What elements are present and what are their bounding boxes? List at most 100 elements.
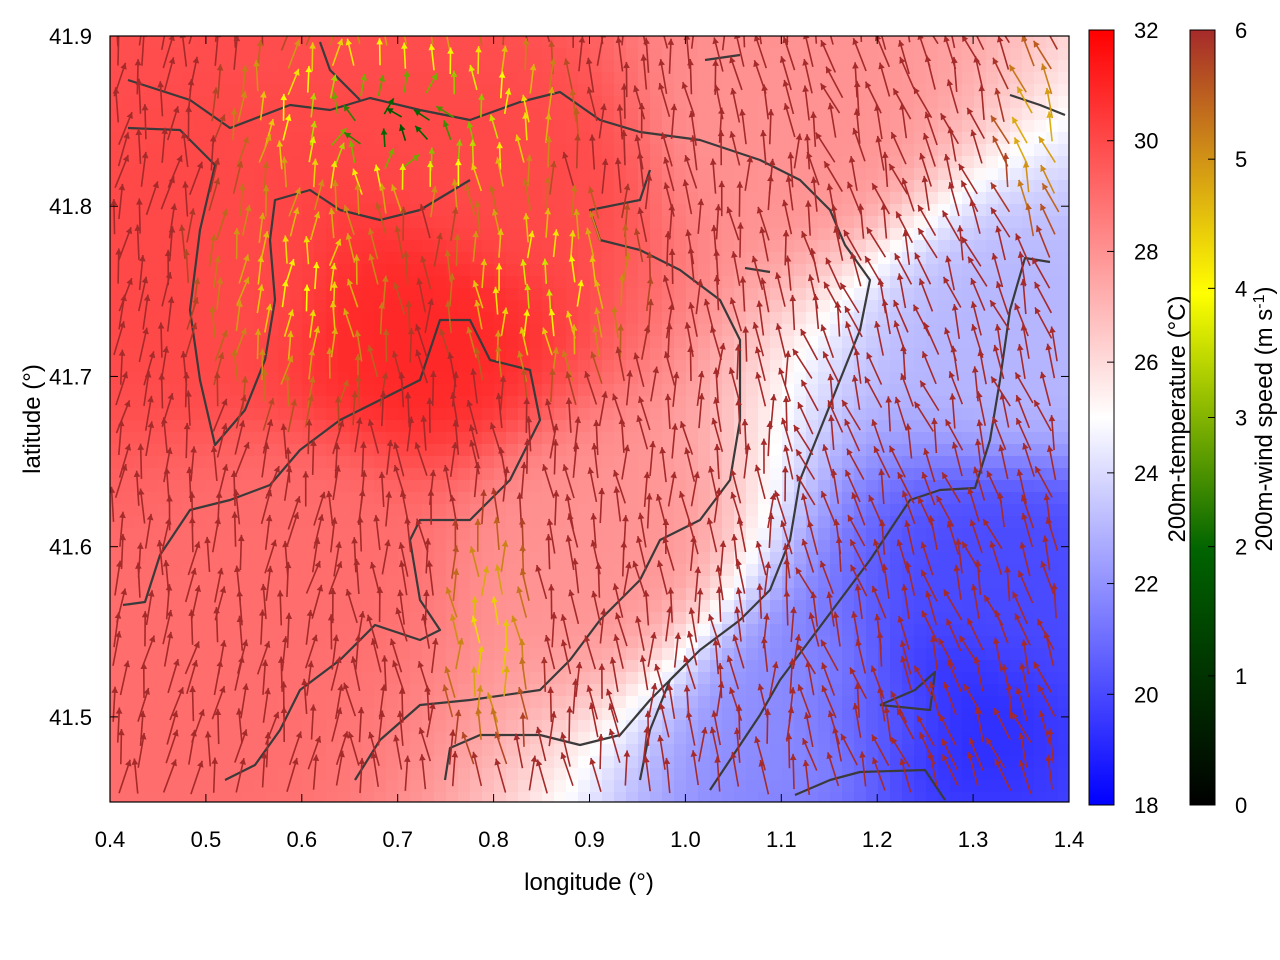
heatmap-cell — [398, 288, 411, 301]
heatmap-cell — [302, 48, 315, 61]
heatmap-cell — [494, 384, 507, 397]
heatmap-cell — [770, 36, 783, 49]
heatmap-cell — [326, 672, 339, 685]
heatmap-cell — [578, 120, 591, 133]
heatmap-cell — [674, 312, 687, 325]
heatmap-cell — [266, 324, 279, 337]
heatmap-cell — [254, 132, 267, 145]
heatmap-cell — [326, 324, 339, 337]
heatmap-cell — [170, 204, 183, 217]
heatmap-cell — [878, 660, 891, 673]
heatmap-cell — [122, 264, 135, 277]
heatmap-cell — [518, 384, 531, 397]
heatmap-cell — [494, 180, 507, 193]
heatmap-cell — [146, 672, 159, 685]
heatmap-cell — [818, 228, 831, 241]
heatmap-cell — [446, 156, 459, 169]
heatmap-cell — [146, 300, 159, 313]
heatmap-cell — [302, 288, 315, 301]
heatmap-cell — [626, 300, 639, 313]
heatmap-cell — [302, 264, 315, 277]
heatmap-cell — [986, 456, 999, 469]
heatmap-cell — [842, 636, 855, 649]
heatmap-cell — [242, 504, 255, 517]
heatmap-cell — [926, 432, 939, 445]
heatmap-cell — [554, 408, 567, 421]
heatmap-cell — [722, 96, 735, 109]
heatmap-cell — [170, 336, 183, 349]
heatmap-cell — [794, 240, 807, 253]
heatmap-cell — [506, 168, 519, 181]
heatmap-cell — [674, 720, 687, 733]
heatmap-cell — [410, 708, 423, 721]
heatmap-cell — [962, 96, 975, 109]
heatmap-cell — [362, 780, 375, 793]
heatmap-cell — [218, 768, 231, 781]
heatmap-cell — [206, 216, 219, 229]
heatmap-cell — [482, 72, 495, 85]
heatmap-cell — [242, 744, 255, 757]
heatmap-cell — [878, 264, 891, 277]
heatmap-cell — [794, 672, 807, 685]
heatmap-cell — [134, 420, 147, 433]
heatmap-cell — [842, 780, 855, 793]
heatmap-cell — [218, 192, 231, 205]
heatmap-cell — [254, 72, 267, 85]
heatmap-cell — [158, 432, 171, 445]
heatmap-cell — [842, 696, 855, 709]
heatmap-cell — [842, 792, 855, 802]
heatmap-cell — [998, 648, 1011, 661]
heatmap-cell — [338, 360, 351, 373]
heatmap-cell — [818, 528, 831, 541]
heatmap-cell — [362, 312, 375, 325]
heatmap-cell — [650, 216, 663, 229]
heatmap-cell — [314, 588, 327, 601]
heatmap-cell — [158, 36, 171, 49]
heatmap-cell — [290, 216, 303, 229]
heatmap-cell — [422, 648, 435, 661]
heatmap-cell — [194, 564, 207, 577]
heatmap-cell — [410, 360, 423, 373]
heatmap-cell — [1034, 600, 1047, 613]
heatmap-cell — [122, 336, 135, 349]
heatmap-cell — [926, 384, 939, 397]
heatmap-cell — [230, 684, 243, 697]
heatmap-cell — [338, 324, 351, 337]
heatmap-cell — [1010, 192, 1023, 205]
heatmap-cell — [194, 480, 207, 493]
heatmap-cell — [482, 720, 495, 733]
heatmap-cell — [314, 744, 327, 757]
heatmap-cell — [194, 432, 207, 445]
heatmap-cell — [506, 156, 519, 169]
heatmap-cell — [278, 84, 291, 97]
heatmap-cell — [458, 516, 471, 529]
heatmap-cell — [266, 168, 279, 181]
heatmap-cell — [674, 300, 687, 313]
heatmap-cell — [962, 396, 975, 409]
heatmap-cell — [434, 48, 447, 61]
heatmap-cell — [818, 264, 831, 277]
heatmap-cell — [458, 588, 471, 601]
heatmap-cell — [194, 792, 207, 802]
heatmap-cell — [182, 648, 195, 661]
heatmap-cell — [506, 72, 519, 85]
heatmap-cell — [530, 144, 543, 157]
heatmap-cell — [758, 528, 771, 541]
heatmap-cell — [530, 240, 543, 253]
heatmap-cell — [518, 72, 531, 85]
heatmap-cell — [962, 384, 975, 397]
heatmap-cell — [518, 792, 531, 802]
heatmap-cell — [446, 144, 459, 157]
heatmap-cell — [554, 696, 567, 709]
heatmap-cell — [914, 648, 927, 661]
heatmap-cell — [746, 660, 759, 673]
heatmap-cell — [794, 516, 807, 529]
heatmap-cell — [134, 180, 147, 193]
heatmap-cell — [542, 384, 555, 397]
heatmap-cell — [398, 108, 411, 121]
heatmap-cell — [158, 48, 171, 61]
heatmap-cell — [674, 624, 687, 637]
heatmap-cell — [866, 168, 879, 181]
heatmap-cell — [590, 576, 603, 589]
heatmap-cell — [902, 744, 915, 757]
